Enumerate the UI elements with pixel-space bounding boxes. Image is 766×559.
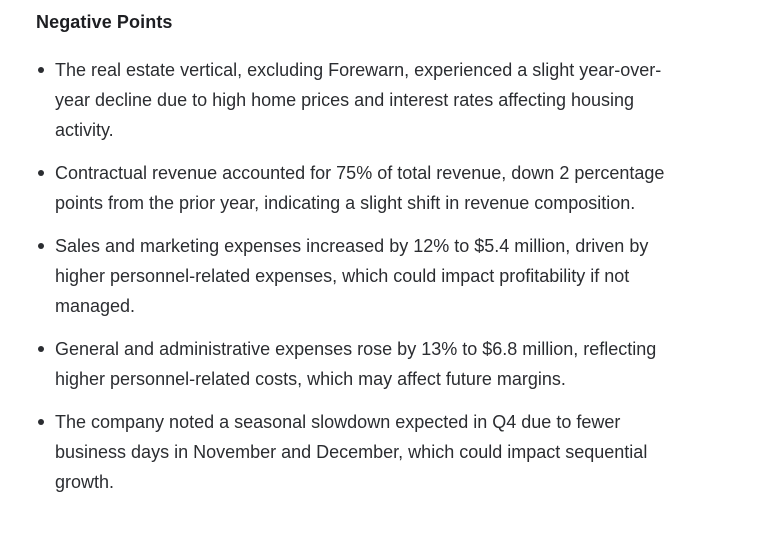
- negative-points-list: The real estate vertical, excluding Fore…: [36, 55, 696, 497]
- bullet-item: Contractual revenue accounted for 75% of…: [36, 158, 696, 218]
- section-heading: Negative Points: [36, 12, 173, 32]
- bullet-item: The company noted a seasonal slowdown ex…: [36, 407, 696, 497]
- bullet-item: Sales and marketing expenses increased b…: [36, 231, 696, 321]
- bullet-item: General and administrative expenses rose…: [36, 334, 696, 394]
- bullet-item: The real estate vertical, excluding Fore…: [36, 55, 696, 145]
- negative-points-section: Negative Points The real estate vertical…: [36, 12, 696, 497]
